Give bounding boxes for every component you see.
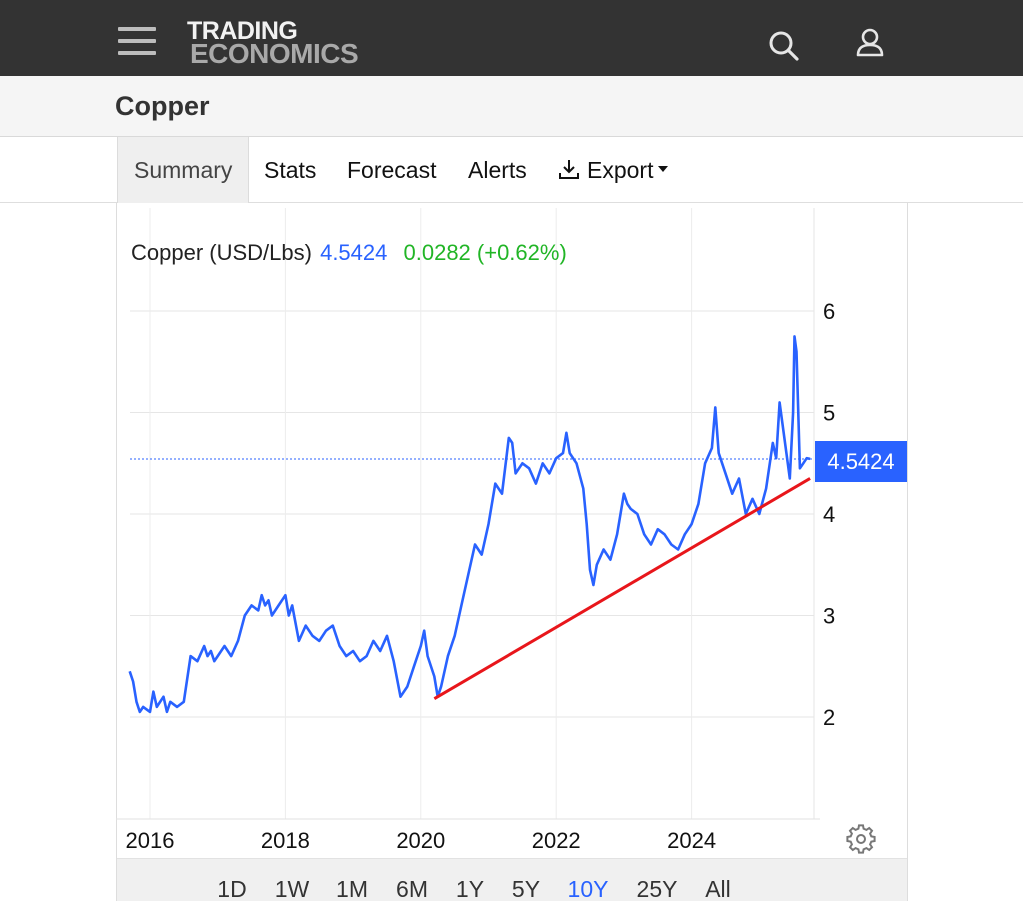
range-10y[interactable]: 10Y [567,876,609,902]
y-axis-labels: 2 3 4 5 6 [823,299,835,730]
range-1d[interactable]: 1D [217,876,247,902]
tab-export-label: Export [587,157,654,183]
series-group [128,335,811,714]
chart-container [116,203,908,901]
tab-bar: Summary Stats Forecast Alerts Export [0,137,1023,203]
user-icon[interactable] [852,26,888,62]
y-tick-label: 4 [823,502,835,527]
range-25y[interactable]: 25Y [636,876,678,902]
x-tick-label: 2020 [396,828,445,853]
y-tick-label: 5 [823,401,835,426]
logo-line-trading: TRADING [187,17,298,45]
page-title-bar [0,76,1023,137]
tab-export[interactable]: Export [557,137,669,203]
range-selector-bar [117,858,907,901]
y-tick-label: 3 [823,604,835,629]
x-tick-label: 2016 [126,828,175,853]
tab-stats-label: Stats [264,157,317,183]
range-6m[interactable]: 6M [396,876,428,902]
brand-logo[interactable]: TRADING ECONOMICS [186,17,386,69]
caret-down-icon [658,166,669,172]
page-title: Copper [115,91,210,121]
range-all[interactable]: All [705,876,731,902]
chart-current-price: 4.5424 [320,240,388,265]
range-1m[interactable]: 1M [336,876,368,902]
x-axis-labels: 2016 2018 2020 2022 2024 [126,828,717,853]
range-1y[interactable]: 1Y [455,876,485,902]
download-icon [559,160,579,179]
x-tick-label: 2018 [261,828,310,853]
hamburger-menu-icon[interactable] [118,25,158,57]
logo-line-economics: ECONOMICS [190,38,359,69]
chart-grid [116,208,820,820]
range-1w[interactable]: 1W [274,876,310,902]
tab-forecast[interactable]: Forecast [347,137,436,203]
copper-price-series-line [128,335,811,714]
y-tick-label: 2 [823,705,835,730]
tab-alerts-label: Alerts [468,157,527,183]
tab-stats[interactable]: Stats [264,137,316,203]
tab-summary[interactable]: Summary [117,137,249,203]
y-tick-label: 6 [823,299,835,324]
chart-price-change: 0.0282 (+0.62%) [403,240,567,265]
chart-series-name: Copper (USD/Lbs) [131,240,312,265]
current-price-tag: 4.5424 [815,441,907,482]
range-5y[interactable]: 5Y [511,876,541,902]
search-icon[interactable] [766,28,802,64]
gear-icon[interactable] [846,824,876,854]
tab-summary-label: Summary [134,157,233,183]
support-trendline [433,477,811,701]
tab-alerts[interactable]: Alerts [468,137,527,203]
top-navigation-bar [0,0,1023,76]
x-tick-label: 2022 [532,828,581,853]
x-tick-label: 2024 [667,828,716,853]
chart-header: Copper (USD/Lbs) 4.5424 0.0282 (+0.62%) [131,240,567,266]
tab-forecast-label: Forecast [347,157,437,183]
